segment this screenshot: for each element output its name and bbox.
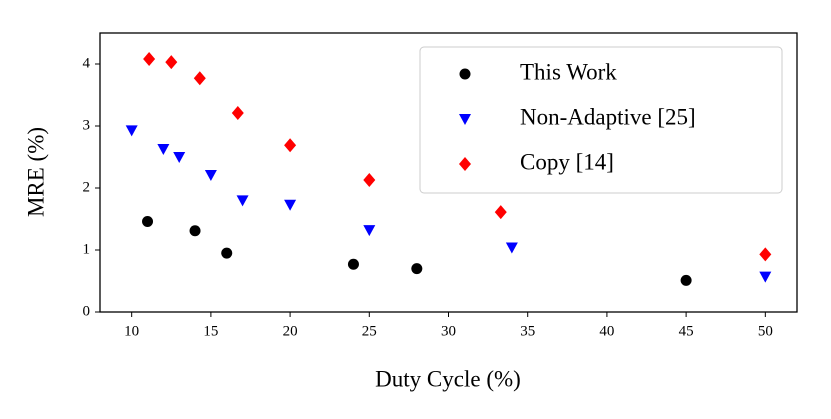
point (284, 199, 297, 211)
point (505, 242, 518, 254)
x-tick-label: 50 (758, 323, 773, 339)
x-tick-label: 10 (124, 323, 139, 339)
point (221, 247, 233, 259)
x-tick-label: 15 (203, 323, 218, 339)
legend-box (419, 46, 783, 194)
point (459, 157, 471, 171)
point (459, 68, 471, 80)
legend-label: Copy [14] (520, 149, 614, 174)
point (363, 225, 376, 237)
point (204, 169, 217, 181)
x-tick-label: 20 (283, 323, 298, 339)
y-tick-label: 2 (83, 179, 91, 195)
point (494, 205, 507, 220)
point (680, 274, 692, 286)
point (759, 271, 772, 283)
y-axis-label: MRE (%) (23, 127, 48, 217)
y-tick-label: 3 (83, 117, 91, 133)
plot-frame (99, 32, 798, 313)
x-axis-label: Duty Cycle (%) (375, 366, 521, 391)
y-tick-label: 0 (83, 303, 91, 319)
y-tick-label: 4 (83, 55, 91, 71)
x-tick-label: 30 (441, 323, 456, 339)
point (459, 114, 471, 125)
point (157, 143, 170, 155)
point (143, 52, 156, 67)
y-tick-label: 1 (83, 241, 91, 257)
point (236, 195, 249, 207)
x-tick-label: 40 (599, 323, 614, 339)
point (347, 258, 359, 270)
point (142, 215, 154, 227)
point (363, 172, 376, 187)
x-tick-label: 25 (362, 323, 377, 339)
legend-label: Non-Adaptive [25] (520, 104, 696, 129)
point (411, 263, 423, 275)
legend-label: This Work (520, 59, 617, 84)
x-tick-label: 45 (679, 323, 694, 339)
point (189, 225, 201, 237)
point (173, 152, 186, 163)
point (231, 105, 244, 120)
x-tick-label: 35 (520, 323, 535, 339)
point (125, 125, 138, 137)
point (759, 247, 772, 262)
point (193, 71, 206, 86)
point (165, 55, 178, 70)
point (284, 138, 297, 153)
